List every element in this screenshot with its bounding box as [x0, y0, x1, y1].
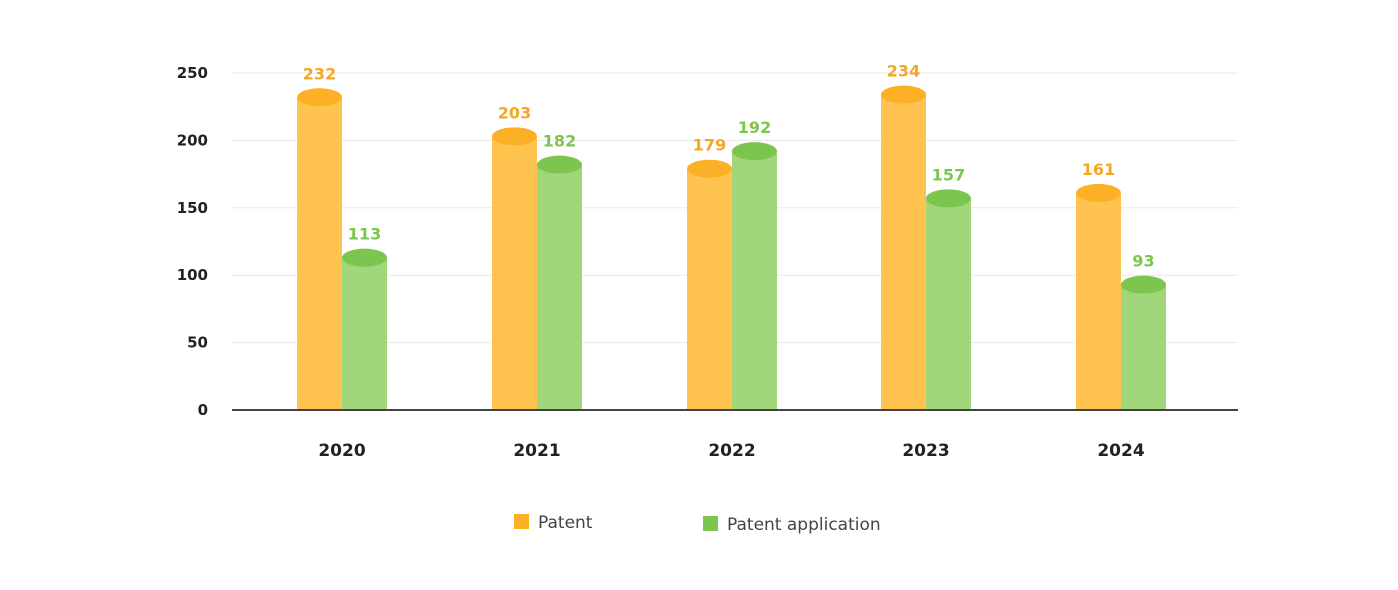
bar-body-patent-application-2021	[537, 164, 582, 410]
y-tick-label-0: 0	[198, 401, 208, 419]
x-axis-labels: 2020 2021 2022 2023 2024	[318, 441, 1144, 461]
bar-body-patent-application-2022	[732, 151, 777, 410]
y-tick-label-250: 250	[177, 64, 208, 82]
y-tick-label-200: 200	[177, 131, 208, 149]
bar-top-patent-2020	[297, 88, 342, 107]
y-tick-label-150: 150	[177, 199, 208, 217]
bar-patent-application-2023: 157	[926, 165, 971, 410]
data-label-patent-2023: 234	[887, 62, 920, 81]
bar-top-patent-application-2021	[537, 155, 582, 174]
bar-body-patent-2023	[881, 94, 926, 411]
bar-top-patent-application-2022	[732, 142, 777, 161]
legend-item-patent-application: Patent application	[703, 515, 881, 535]
y-axis-ticks: 0 50 100 150 200 250	[177, 64, 208, 419]
bar-top-patent-application-2020	[342, 248, 387, 267]
bar-top-patent-application-2024	[1121, 275, 1166, 294]
bar-body-patent-application-2020	[342, 257, 387, 410]
data-label-patent-2022: 179	[693, 136, 726, 155]
data-label-patent-application-2024: 93	[1132, 252, 1154, 271]
bars: 232 113 203 182 179 192 234 157 161 93	[297, 62, 1166, 411]
x-tick-label-2023: 2023	[902, 441, 949, 461]
bar-patent-application-2022: 192	[732, 118, 777, 410]
bar-patent-2021: 203	[492, 103, 537, 410]
data-label-patent-2024: 161	[1082, 160, 1115, 179]
x-tick-label-2021: 2021	[513, 441, 560, 461]
bar-patent-application-2021: 182	[537, 132, 582, 410]
data-label-patent-application-2021: 182	[543, 132, 576, 151]
bar-patent-application-2024: 93	[1121, 252, 1166, 410]
data-label-patent-2021: 203	[498, 103, 531, 122]
legend-label-patent-application: Patent application	[727, 515, 881, 535]
x-tick-label-2020: 2020	[318, 441, 365, 461]
bar-body-patent-application-2024	[1121, 284, 1166, 410]
data-label-patent-application-2023: 157	[932, 165, 965, 184]
bar-body-patent-application-2023	[926, 198, 971, 410]
data-label-patent-2020: 232	[303, 64, 336, 83]
y-tick-label-50: 50	[187, 334, 208, 352]
y-tick-label-100: 100	[177, 266, 208, 284]
bar-top-patent-2021	[492, 127, 537, 146]
data-label-patent-application-2020: 113	[348, 225, 381, 244]
bar-patent-2022: 179	[687, 136, 732, 410]
bar-patent-2023: 234	[881, 62, 926, 411]
x-tick-label-2024: 2024	[1097, 441, 1144, 461]
data-label-patent-application-2022: 192	[738, 118, 771, 137]
bar-top-patent-application-2023	[926, 189, 971, 208]
bar-patent-application-2020: 113	[342, 225, 387, 410]
bar-body-patent-2021	[492, 136, 537, 410]
legend-label-patent: Patent	[538, 513, 593, 533]
bar-patent-2020: 232	[297, 64, 342, 410]
bar-body-patent-2022	[687, 168, 732, 410]
x-tick-label-2022: 2022	[708, 441, 755, 461]
bar-top-patent-2023	[881, 85, 926, 104]
bar-top-patent-2022	[687, 159, 732, 178]
bar-body-patent-2024	[1076, 192, 1121, 410]
legend-item-patent: Patent	[514, 513, 593, 533]
legend-swatch-patent	[514, 514, 529, 529]
legend-swatch-patent-application	[703, 516, 718, 531]
bar-body-patent-2020	[297, 97, 342, 410]
bar-patent-2024: 161	[1076, 160, 1121, 410]
bar-top-patent-2024	[1076, 183, 1121, 202]
legend: Patent Patent application	[514, 513, 881, 535]
